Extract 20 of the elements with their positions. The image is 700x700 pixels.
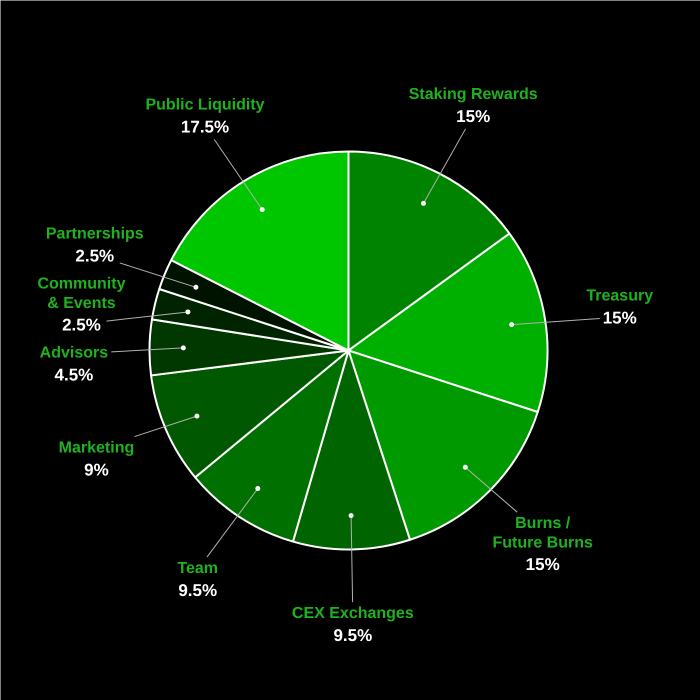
data-label: 9.5% (178, 581, 218, 600)
data-label: 15% (602, 308, 637, 328)
slice-label: Treasury (586, 288, 654, 305)
slice-label: Advisors (40, 344, 108, 362)
data-label: 2.5% (62, 315, 101, 334)
data-label: 15% (456, 106, 490, 126)
data-label: 9% (84, 460, 109, 480)
slice-label: Partnerships (46, 225, 144, 242)
data-label: 4.5% (54, 365, 94, 384)
slice-label: Community & Events (37, 275, 126, 312)
data-label: 9.5% (333, 626, 372, 646)
slice-label: Team (177, 560, 218, 578)
slice-label: Burns / Future Burns (492, 515, 594, 552)
slice-label: Public Liquidity (145, 96, 265, 114)
slice-label: CEX Exchanges (292, 605, 414, 622)
slice-label: Marketing (58, 440, 134, 457)
data-label: 2.5% (75, 246, 114, 266)
slice-label: Staking Rewards (408, 86, 538, 103)
data-label: 17.5% (180, 117, 230, 136)
data-label: 15% (526, 555, 560, 574)
